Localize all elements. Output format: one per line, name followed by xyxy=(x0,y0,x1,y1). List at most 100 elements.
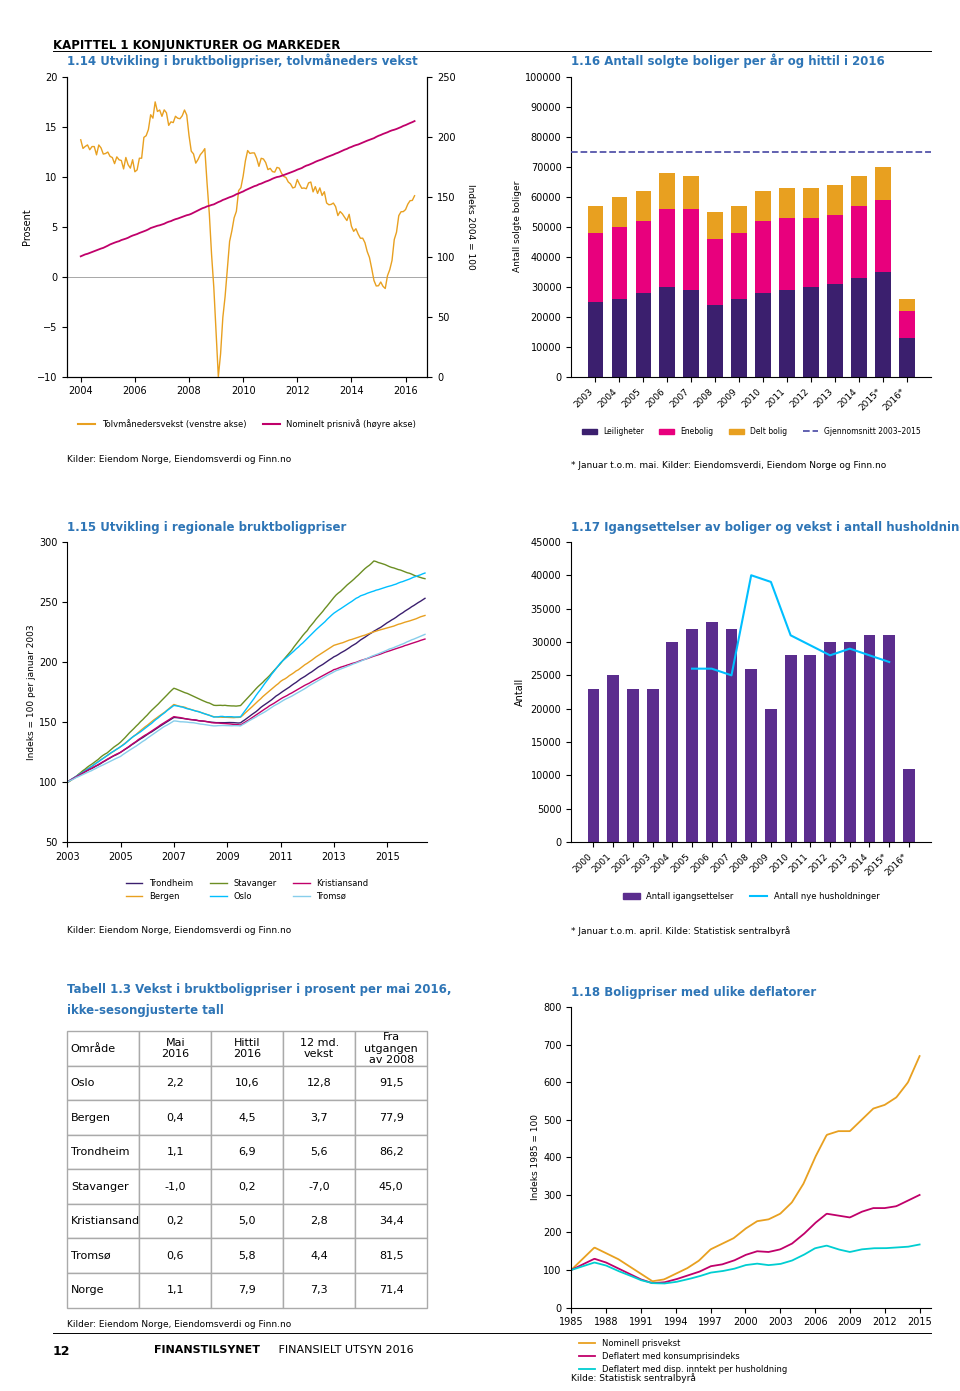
Text: 1.17 Igangsettelser av boliger og vekst i antall husholdninger: 1.17 Igangsettelser av boliger og vekst … xyxy=(571,520,960,534)
Bar xyxy=(804,287,819,377)
Y-axis label: Indeks = 100 per januar 2003: Indeks = 100 per januar 2003 xyxy=(27,625,36,759)
Bar xyxy=(903,769,915,842)
Oslo xyxy=(346,593,357,609)
Deflatert med konsumprisindeks xyxy=(818,1207,829,1224)
Bar xyxy=(804,188,819,217)
Line: Oslo: Oslo xyxy=(67,573,425,782)
Antall nye husholdninger xyxy=(825,647,836,664)
Bar xyxy=(636,191,651,221)
Stavanger xyxy=(348,570,360,587)
Stavanger xyxy=(180,684,191,701)
Legend: Antall igangsettelser, Antall nye husholdninger: Antall igangsettelser, Antall nye hushol… xyxy=(619,889,883,904)
Line: Deflatert med konsumprisindeks: Deflatert med konsumprisindeks xyxy=(571,1195,920,1283)
Bergen xyxy=(92,754,104,771)
Antall nye husholdninger xyxy=(745,568,756,584)
Text: Kilder: Eiendom Norge, Eiendomsverdi og Finn.no: Kilder: Eiendom Norge, Eiendomsverdi og … xyxy=(67,926,292,935)
Bar xyxy=(647,689,659,842)
Text: 12: 12 xyxy=(53,1345,70,1358)
Tromsø xyxy=(180,714,191,730)
Bar xyxy=(708,211,723,239)
Bar xyxy=(706,622,718,842)
Line: Stavanger: Stavanger xyxy=(67,561,425,783)
Bar xyxy=(864,636,876,842)
Tromsø xyxy=(177,714,188,730)
Bar xyxy=(608,676,619,842)
Bergen xyxy=(348,630,360,647)
Line: Antall nye husholdninger: Antall nye husholdninger xyxy=(692,576,889,676)
Bar xyxy=(588,689,599,842)
Y-axis label: Indeks 1985 = 100: Indeks 1985 = 100 xyxy=(531,1114,540,1200)
Trondheim xyxy=(177,709,188,726)
Bar xyxy=(612,227,627,299)
Trondheim xyxy=(92,757,104,773)
Kristiansand xyxy=(297,679,308,696)
Line: Trondheim: Trondheim xyxy=(67,598,425,782)
Text: Kilde: Statistisk sentralbyrå: Kilde: Statistisk sentralbyrå xyxy=(571,1373,696,1384)
Trondheim xyxy=(61,773,73,790)
Nominell prisvekst xyxy=(820,1129,831,1146)
Text: FINANSIELT UTSYN 2016: FINANSIELT UTSYN 2016 xyxy=(275,1345,413,1355)
Text: KAPITTEL 1 KONJUNKTURER OG MARKEDER: KAPITTEL 1 KONJUNKTURER OG MARKEDER xyxy=(53,39,340,51)
Bar xyxy=(804,655,816,842)
Nominell prisvekst xyxy=(565,1262,577,1278)
Bar xyxy=(660,209,675,287)
Bar xyxy=(900,299,915,310)
Bar xyxy=(636,292,651,377)
Bar xyxy=(852,175,867,206)
Nominell prisvekst xyxy=(680,1260,691,1277)
Bar xyxy=(588,302,603,377)
Bar xyxy=(756,221,771,292)
Kristiansand xyxy=(180,711,191,727)
Bar xyxy=(732,232,747,299)
Bergen xyxy=(346,632,357,648)
Deflatert med konsumprisindeks xyxy=(565,1262,577,1278)
Bar xyxy=(686,629,698,842)
Tromsø xyxy=(420,626,431,643)
Bar xyxy=(660,172,675,209)
Trondheim xyxy=(346,637,357,654)
Y-axis label: Prosent: Prosent xyxy=(21,209,32,245)
Nominell prisvekst xyxy=(914,1047,925,1064)
Line: Nominell prisvekst: Nominell prisvekst xyxy=(571,1056,920,1281)
Oslo xyxy=(348,591,360,608)
Bar xyxy=(780,217,795,289)
Text: Kilder: Eiendom Norge, Eiendomsverdi og Finn.no: Kilder: Eiendom Norge, Eiendomsverdi og … xyxy=(67,1320,292,1328)
Bergen xyxy=(420,606,431,623)
Bar xyxy=(756,292,771,377)
Bar xyxy=(588,206,603,232)
Bar xyxy=(876,199,891,271)
Oslo xyxy=(61,773,73,790)
Nominell prisvekst xyxy=(608,1248,619,1264)
Bar xyxy=(612,299,627,377)
Bar xyxy=(732,299,747,377)
Line: Tromsø: Tromsø xyxy=(67,634,425,782)
Trondheim xyxy=(180,711,191,727)
Bergen xyxy=(61,773,73,790)
Deflatert med disp. inntekt per husholdning xyxy=(705,1264,716,1281)
Line: Deflatert med disp. inntekt per husholdning: Deflatert med disp. inntekt per husholdn… xyxy=(571,1245,920,1284)
Stavanger xyxy=(346,573,357,590)
Bar xyxy=(627,689,638,842)
Antall nye husholdninger xyxy=(706,661,717,677)
Legend: Nominell prisvekst, Deflatert med konsumprisindeks, Deflatert med disp. inntekt : Nominell prisvekst, Deflatert med konsum… xyxy=(575,1335,791,1377)
Tromsø xyxy=(346,657,357,673)
Bar xyxy=(708,305,723,377)
Kristiansand xyxy=(346,655,357,672)
Bar xyxy=(876,271,891,377)
Bergen xyxy=(177,698,188,715)
Bar xyxy=(804,217,819,287)
Bar xyxy=(844,643,855,842)
Line: Kristiansand: Kristiansand xyxy=(67,638,425,782)
Bar xyxy=(636,221,651,292)
Text: * Januar t.o.m. april. Kilde: Statistisk sentralbyrå: * Januar t.o.m. april. Kilde: Statistisk… xyxy=(571,926,790,936)
Stavanger xyxy=(420,570,431,587)
Oslo xyxy=(420,565,431,581)
Kristiansand xyxy=(420,630,431,647)
Stavanger xyxy=(92,751,104,768)
Antall nye husholdninger xyxy=(844,640,855,657)
Bar xyxy=(900,338,915,377)
Bar xyxy=(780,289,795,377)
Y-axis label: Indeks 2004 = 100: Indeks 2004 = 100 xyxy=(466,184,475,270)
Deflatert med konsumprisindeks xyxy=(705,1259,716,1276)
Tromsø xyxy=(297,682,308,698)
